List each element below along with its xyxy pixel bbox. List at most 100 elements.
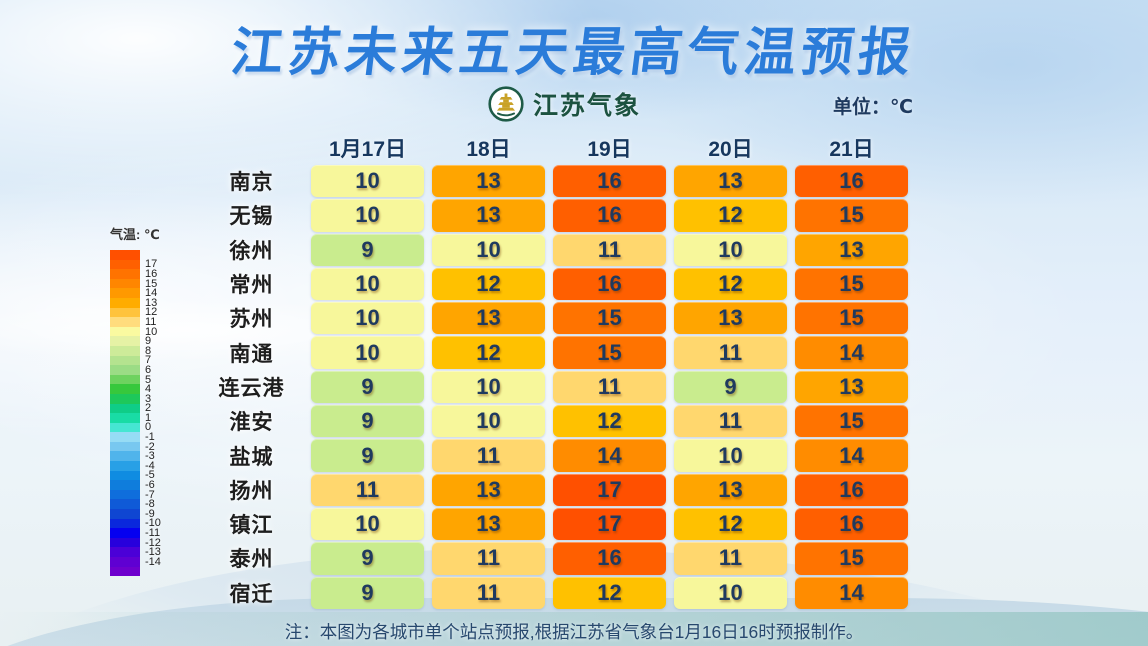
date-header-row: 1月17日 18日 19日 20日 21日 — [200, 133, 908, 163]
temp-cell: 15 — [553, 302, 666, 335]
legend-swatch — [110, 566, 140, 577]
city-label: 徐州 — [229, 239, 274, 263]
temp-cell: 10 — [311, 267, 424, 301]
temp-cell: 10 — [311, 507, 424, 541]
temp-cell: 15 — [795, 199, 908, 232]
legend-label: 15 — [145, 277, 158, 290]
temp-cell: 17 — [553, 507, 666, 541]
city-label: 南京 — [229, 171, 274, 195]
temp-cell: 11 — [432, 439, 545, 472]
table-row: 无锡 10 13 16 12 15 — [200, 199, 908, 232]
legend-label: 12 — [145, 306, 158, 319]
legend-label: -14 — [145, 555, 161, 568]
legend-entry: -7 — [110, 488, 173, 501]
city-label: 宿迁 — [229, 582, 274, 606]
legend-swatch — [110, 480, 140, 490]
date-header: 19日 — [587, 138, 632, 161]
temp-cell: 9 — [674, 370, 787, 404]
unit-label: 单位：℃ — [833, 97, 914, 118]
legend-swatch — [110, 441, 140, 452]
temp-cell: 16 — [553, 199, 666, 232]
temp-cell: 10 — [311, 302, 424, 335]
table-row: 南京 10 13 16 13 16 — [200, 165, 908, 198]
temp-cell: 12 — [674, 267, 787, 301]
legend-swatch — [110, 509, 140, 519]
table-row: 盐城 9 11 14 10 14 — [200, 439, 908, 472]
temp-cell: 12 — [674, 507, 787, 541]
legend-label: -8 — [145, 498, 155, 511]
legend-entry: -11 — [110, 527, 173, 540]
city-label: 淮安 — [229, 411, 274, 435]
date-header: 18日 — [466, 138, 511, 161]
legend-swatch — [110, 528, 140, 538]
legend-entry: 15 — [110, 277, 173, 290]
legend-entry: 12 — [110, 306, 173, 319]
temp-cell: 12 — [432, 336, 545, 369]
city-label: 无锡 — [229, 205, 274, 229]
legend-swatch — [110, 278, 140, 289]
city-label: 苏州 — [229, 308, 274, 332]
temp-cell: 15 — [795, 405, 908, 438]
forecast-table-body: 南京 10 13 16 13 16 无锡 10 13 16 12 15 徐州 9 10 11 10 13 常州 10 1… — [200, 165, 908, 609]
legend-entry: -2 — [110, 440, 173, 453]
city-label: 泰州 — [229, 548, 274, 572]
temp-cell: 10 — [674, 439, 787, 472]
legend-entry: 10 — [110, 326, 173, 337]
table-row: 南通 10 12 15 11 14 — [200, 336, 908, 369]
temp-cell: 11 — [553, 233, 666, 266]
legend-swatch — [110, 269, 140, 279]
legend-swatch — [110, 489, 140, 500]
legend-entry: 14 — [110, 288, 173, 299]
legend-label: -11 — [145, 527, 161, 540]
table-row: 扬州 11 13 17 13 16 — [200, 473, 908, 506]
legend-label: -6 — [145, 479, 155, 492]
temp-cell: 11 — [432, 542, 545, 575]
legend-swatch — [110, 413, 140, 423]
legend-label: 9 — [145, 335, 152, 348]
legend-entry: 13 — [110, 296, 173, 309]
pagoda-emblem-icon — [488, 86, 524, 122]
temp-cell: 13 — [432, 165, 545, 198]
legend-entry: -9 — [110, 508, 173, 519]
temperature-legend: 气温: ℃ 17 16 15 14 13 12 11 10 9 8 7 6 5 4 3 2 1 0 -1 -2 -3 -4… — [110, 224, 173, 577]
temp-cell: 16 — [795, 473, 908, 506]
footer-note: 注：本图为各城市单个站点预报,根据江苏省气象台1月16日16时预报制作。 — [284, 622, 864, 642]
legend-label: 13 — [145, 296, 158, 309]
table-row: 泰州 9 11 16 11 15 — [200, 542, 908, 575]
temp-cell: 11 — [674, 542, 787, 575]
temp-cell: 11 — [553, 370, 666, 404]
legend-label: 17 — [145, 258, 158, 271]
legend-label: -5 — [145, 469, 155, 482]
legend-entry: -10 — [110, 518, 173, 529]
legend-entry: 11 — [110, 316, 173, 327]
table-row: 宿迁 9 11 12 10 14 — [200, 576, 908, 609]
table-row: 淮安 9 10 12 11 15 — [200, 405, 908, 438]
legend-entry: 1 — [110, 411, 173, 424]
table-row: 徐州 9 10 11 10 13 — [200, 233, 908, 266]
legend-label: -7 — [145, 488, 155, 501]
temp-cell: 15 — [795, 302, 908, 335]
legend-entry: -3 — [110, 450, 173, 463]
legend-entry: 9 — [110, 335, 173, 348]
legend-entry: 2 — [110, 402, 173, 415]
temp-cell: 10 — [311, 165, 424, 198]
legend-entry: 4 — [110, 384, 173, 395]
legend-label: -3 — [145, 450, 155, 463]
temp-cell: 9 — [311, 233, 424, 266]
legend-entry: 3 — [110, 393, 173, 404]
date-header: 21日 — [829, 138, 874, 161]
legend-swatch — [110, 345, 140, 356]
legend-label: 2 — [145, 402, 152, 415]
temp-cell: 12 — [553, 576, 666, 609]
page-title: 江苏未来五天最高气温预报 — [227, 24, 919, 82]
table-row: 连云港 9 10 11 9 13 — [200, 370, 908, 404]
temp-cell: 12 — [553, 405, 666, 438]
legend-entry — [110, 566, 173, 577]
legend-entry: 16 — [110, 268, 173, 279]
legend-label: -12 — [145, 536, 161, 549]
legend-label: -1 — [145, 431, 155, 444]
legend-label: -2 — [145, 440, 155, 453]
legend-label: 1 — [145, 411, 152, 424]
legend-label: 8 — [145, 344, 152, 357]
temp-cell: 14 — [795, 439, 908, 472]
